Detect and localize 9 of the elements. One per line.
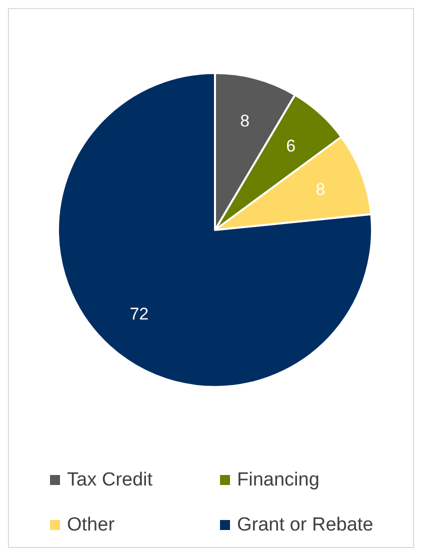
data-label: 8 — [316, 180, 326, 199]
pie-slice — [57, 72, 373, 388]
data-label: 8 — [240, 111, 250, 130]
data-label: 72 — [130, 304, 149, 324]
legend-label: Grant or Rebate — [237, 514, 374, 536]
legend-label: Tax Credit — [67, 470, 154, 490]
legend-label: Other — [67, 514, 116, 536]
data-label: 6 — [286, 136, 296, 156]
legend-label: Financing — [237, 470, 320, 490]
